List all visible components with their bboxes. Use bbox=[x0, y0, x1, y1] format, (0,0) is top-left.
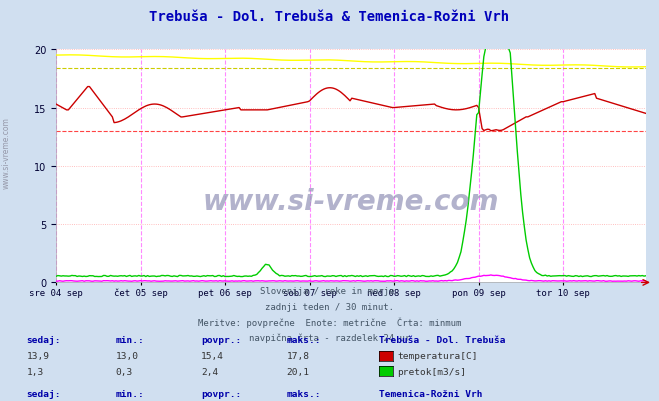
Text: navpična črta - razdelek 24 ur: navpična črta - razdelek 24 ur bbox=[249, 332, 410, 342]
Text: 17,8: 17,8 bbox=[287, 352, 310, 360]
Text: Trebuša - Dol. Trebuša: Trebuša - Dol. Trebuša bbox=[379, 335, 505, 344]
Text: www.si-vreme.com: www.si-vreme.com bbox=[2, 117, 11, 188]
Text: maks.:: maks.: bbox=[287, 389, 321, 398]
Text: Meritve: povprečne  Enote: metrične  Črta: minmum: Meritve: povprečne Enote: metrične Črta:… bbox=[198, 317, 461, 328]
Text: 2,4: 2,4 bbox=[201, 367, 218, 376]
Text: 13,0: 13,0 bbox=[115, 352, 138, 360]
Text: 1,3: 1,3 bbox=[26, 367, 43, 376]
Text: 20,1: 20,1 bbox=[287, 367, 310, 376]
Text: Slovenija / reke in morje.: Slovenija / reke in morje. bbox=[260, 287, 399, 296]
Text: min.:: min.: bbox=[115, 335, 144, 344]
Text: 0,3: 0,3 bbox=[115, 367, 132, 376]
Text: Temenica-Rožni Vrh: Temenica-Rožni Vrh bbox=[379, 389, 482, 398]
Text: sedaj:: sedaj: bbox=[26, 335, 61, 344]
Text: temperatura[C]: temperatura[C] bbox=[397, 352, 478, 360]
Text: Trebuša - Dol. Trebuša & Temenica-Rožni Vrh: Trebuša - Dol. Trebuša & Temenica-Rožni … bbox=[150, 10, 509, 24]
Text: maks.:: maks.: bbox=[287, 335, 321, 344]
Text: sedaj:: sedaj: bbox=[26, 389, 61, 398]
Text: povpr.:: povpr.: bbox=[201, 335, 241, 344]
Text: pretok[m3/s]: pretok[m3/s] bbox=[397, 367, 467, 376]
Text: www.si-vreme.com: www.si-vreme.com bbox=[203, 187, 499, 215]
Text: zadnji teden / 30 minut.: zadnji teden / 30 minut. bbox=[265, 302, 394, 311]
Text: 15,4: 15,4 bbox=[201, 352, 224, 360]
Text: povpr.:: povpr.: bbox=[201, 389, 241, 398]
Text: 13,9: 13,9 bbox=[26, 352, 49, 360]
Text: min.:: min.: bbox=[115, 389, 144, 398]
